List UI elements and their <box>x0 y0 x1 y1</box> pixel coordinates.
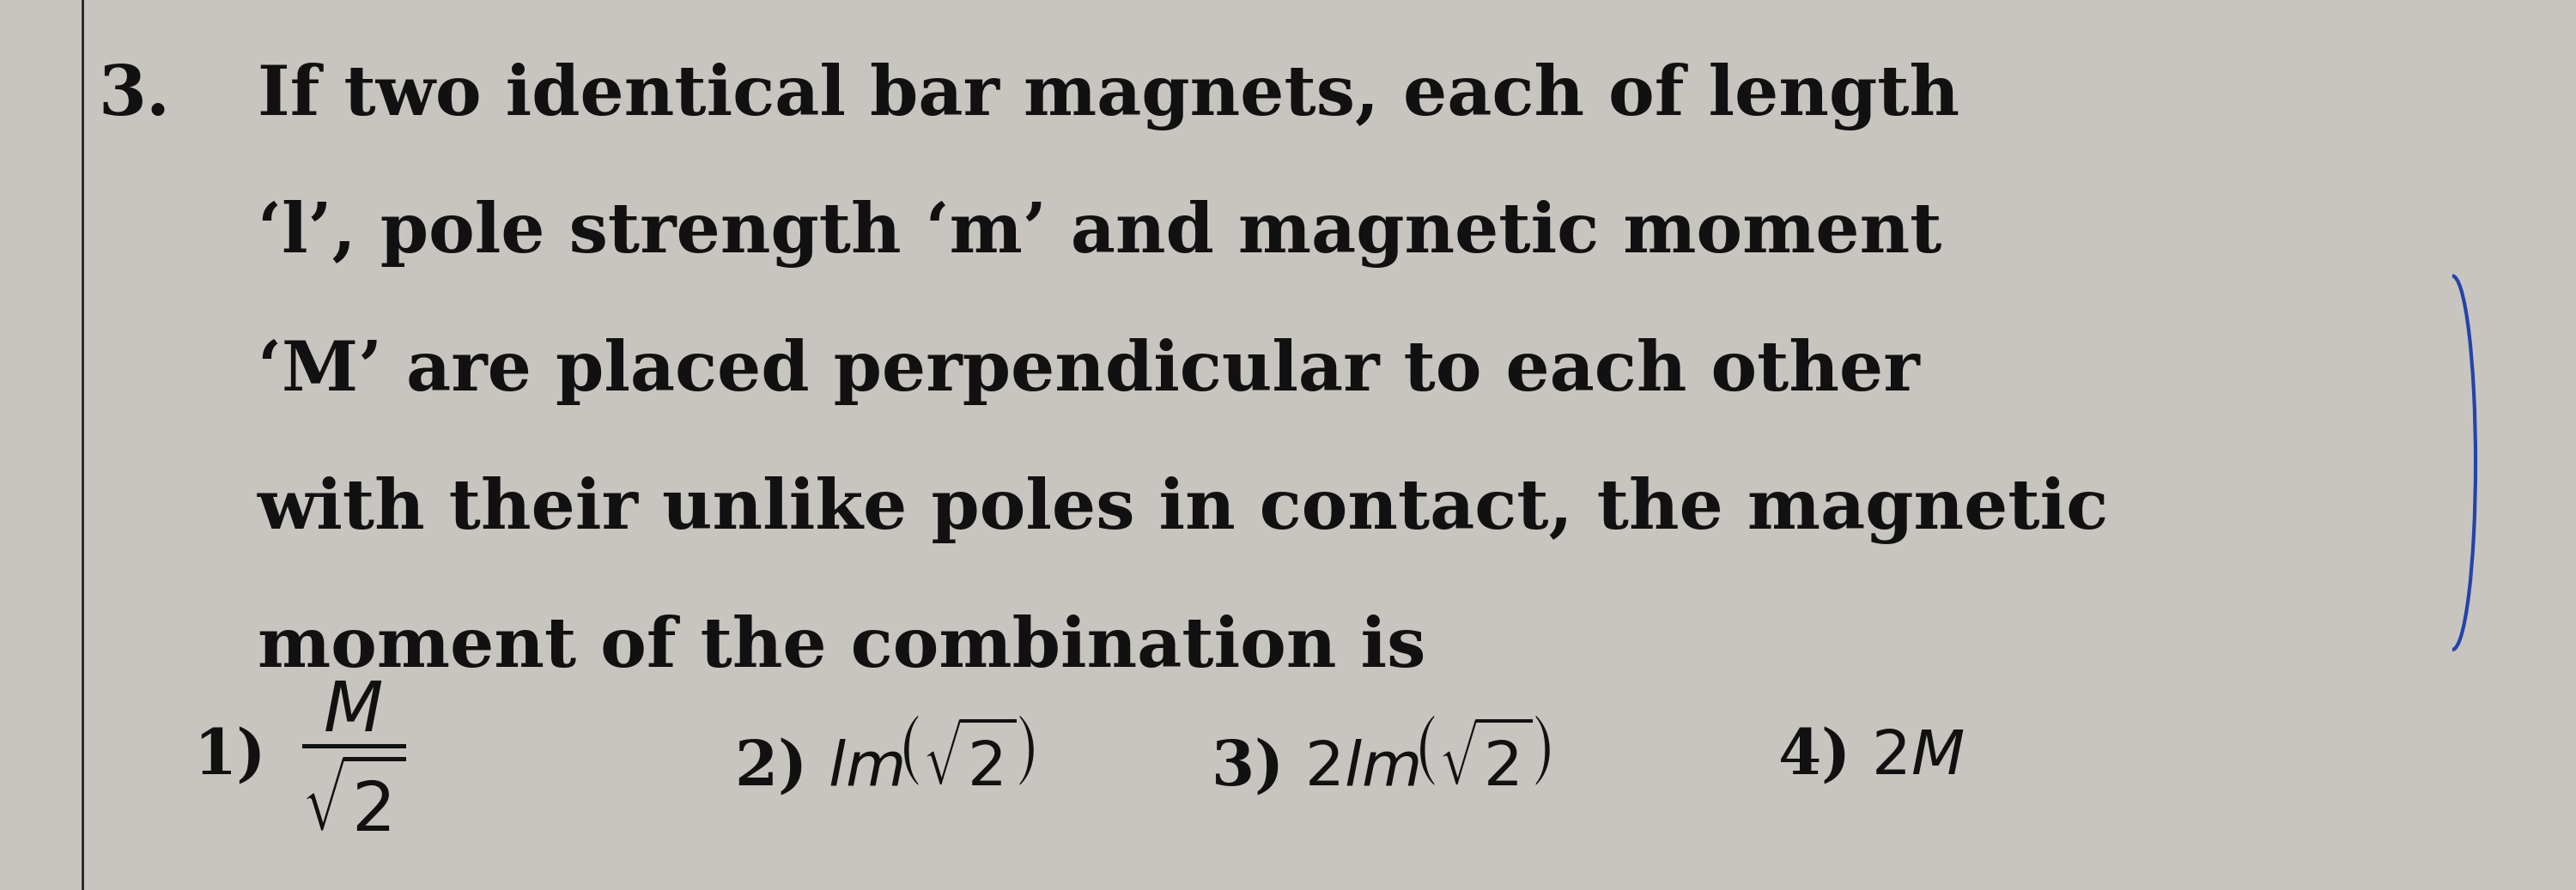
Text: 3.: 3. <box>98 62 170 129</box>
Text: $\dfrac{M}{\sqrt{2}}$: $\dfrac{M}{\sqrt{2}}$ <box>301 679 407 834</box>
Text: ‘M’ are placed perpendicular to each other: ‘M’ are placed perpendicular to each oth… <box>258 338 1919 405</box>
Text: with their unlike poles in contact, the magnetic: with their unlike poles in contact, the … <box>258 476 2110 544</box>
Text: moment of the combination is: moment of the combination is <box>258 614 1425 681</box>
Text: If two identical bar magnets, each of length: If two identical bar magnets, each of le… <box>258 62 1960 130</box>
Text: ‘l’, pole strength ‘m’ and magnetic moment: ‘l’, pole strength ‘m’ and magnetic mome… <box>258 200 1942 268</box>
Text: 1): 1) <box>193 726 265 787</box>
Text: 3) $2\mathit{lm}\!\left(\sqrt{2}\right)$: 3) $2\mathit{lm}\!\left(\sqrt{2}\right)$ <box>1211 715 1551 798</box>
Text: 4) $2M$: 4) $2M$ <box>1777 726 1965 787</box>
Text: 2) $\mathit{lm}\!\left(\sqrt{2}\right)$: 2) $\mathit{lm}\!\left(\sqrt{2}\right)$ <box>734 715 1036 798</box>
